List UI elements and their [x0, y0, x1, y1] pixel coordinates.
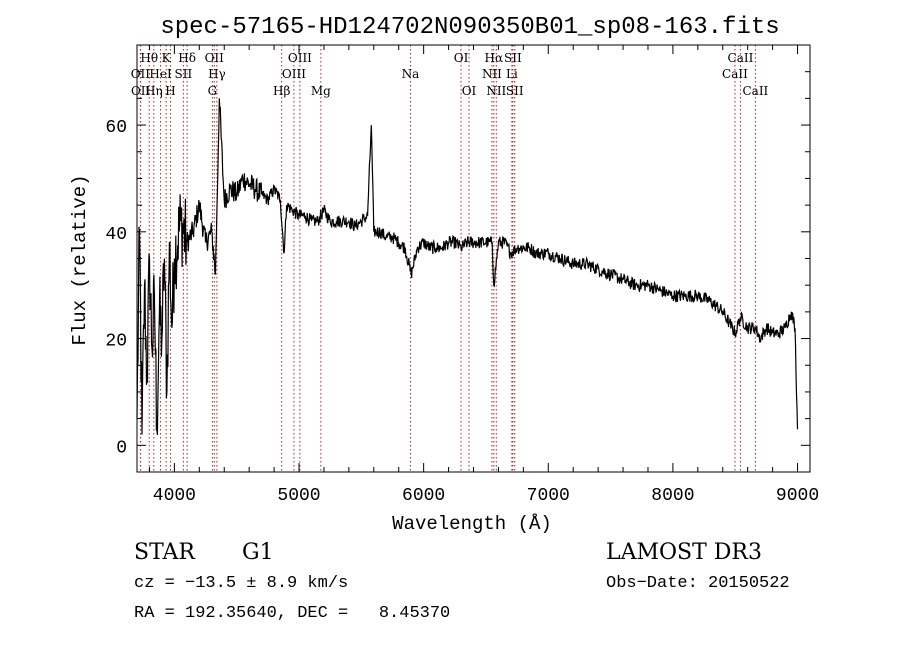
x-tick-label-0: 4000 [153, 486, 196, 506]
redshift-cz: cz = −13.5 ± 8.9 km/s [134, 574, 349, 593]
spectral-line-markers [139, 45, 756, 472]
observation-date: Obs−Date: 20150522 [606, 574, 790, 593]
y-tick-label-1: 20 [105, 332, 127, 352]
line-label-21: NII [486, 84, 506, 98]
x-tick-label-3: 7000 [527, 486, 570, 506]
line-label-20: NII [482, 67, 502, 81]
y-tick-label-0: 0 [116, 438, 127, 458]
line-label-8: Hδ [178, 51, 196, 65]
line-label-17: OI [454, 51, 469, 65]
line-label-18: OI [462, 84, 477, 98]
chart-title: spec-57165-HD124702N090350B01_sp08-163.f… [160, 14, 779, 41]
line-label-24: SII [506, 84, 524, 98]
line-label-1: OII [131, 67, 151, 81]
x-tick-label-1: 5000 [277, 486, 320, 506]
line-label-27: CaII [742, 84, 768, 98]
line-label-3: K [162, 51, 172, 65]
x-tick-label-2: 6000 [402, 486, 445, 506]
line-label-5: Hη [145, 84, 163, 98]
line-label-2: OII [131, 84, 151, 98]
data-release: LAMOST DR3 [606, 540, 762, 565]
x-tick-label-5: 9000 [776, 486, 819, 506]
line-label-9: OII [205, 51, 225, 65]
object-subclass: G1 [242, 540, 274, 565]
object-type: STAR [134, 540, 195, 565]
x-axis: 4000 5000 6000 7000 8000 9000 [148, 45, 819, 506]
x-axis-label: Wavelength (Å) [392, 513, 552, 535]
y-tick-label-3: 60 [105, 118, 127, 138]
plot-frame [136, 44, 811, 473]
line-label-22: SII [504, 51, 522, 65]
line-label-23: Li [506, 67, 518, 81]
y-axis-label: Flux (relative) [69, 174, 91, 345]
line-label-10: Hγ [208, 67, 226, 81]
line-label-11: G [208, 84, 218, 98]
line-label-14: OIII [282, 67, 306, 81]
line-label-26: CaII [722, 67, 748, 81]
line-label-16: Na [402, 67, 420, 81]
line-label-6: SII [175, 67, 193, 81]
line-label-19: Hα [485, 51, 504, 65]
line-label-25: CaII [728, 51, 754, 65]
line-label-12: Hβ [273, 84, 290, 98]
line-label-7: H [165, 84, 175, 98]
x-tick-label-4: 8000 [651, 486, 694, 506]
y-axis: 0 20 40 60 [105, 71, 810, 458]
line-label-15: Mg [311, 84, 331, 98]
line-label-4: HeI [149, 67, 172, 81]
line-label-0: Hθ [140, 51, 158, 65]
spectrum-line [136, 98, 799, 436]
line-label-13: OIII [288, 51, 312, 65]
coordinates: RA = 192.35640, DEC = 8.45370 [134, 604, 451, 623]
y-tick-label-2: 40 [105, 225, 127, 245]
